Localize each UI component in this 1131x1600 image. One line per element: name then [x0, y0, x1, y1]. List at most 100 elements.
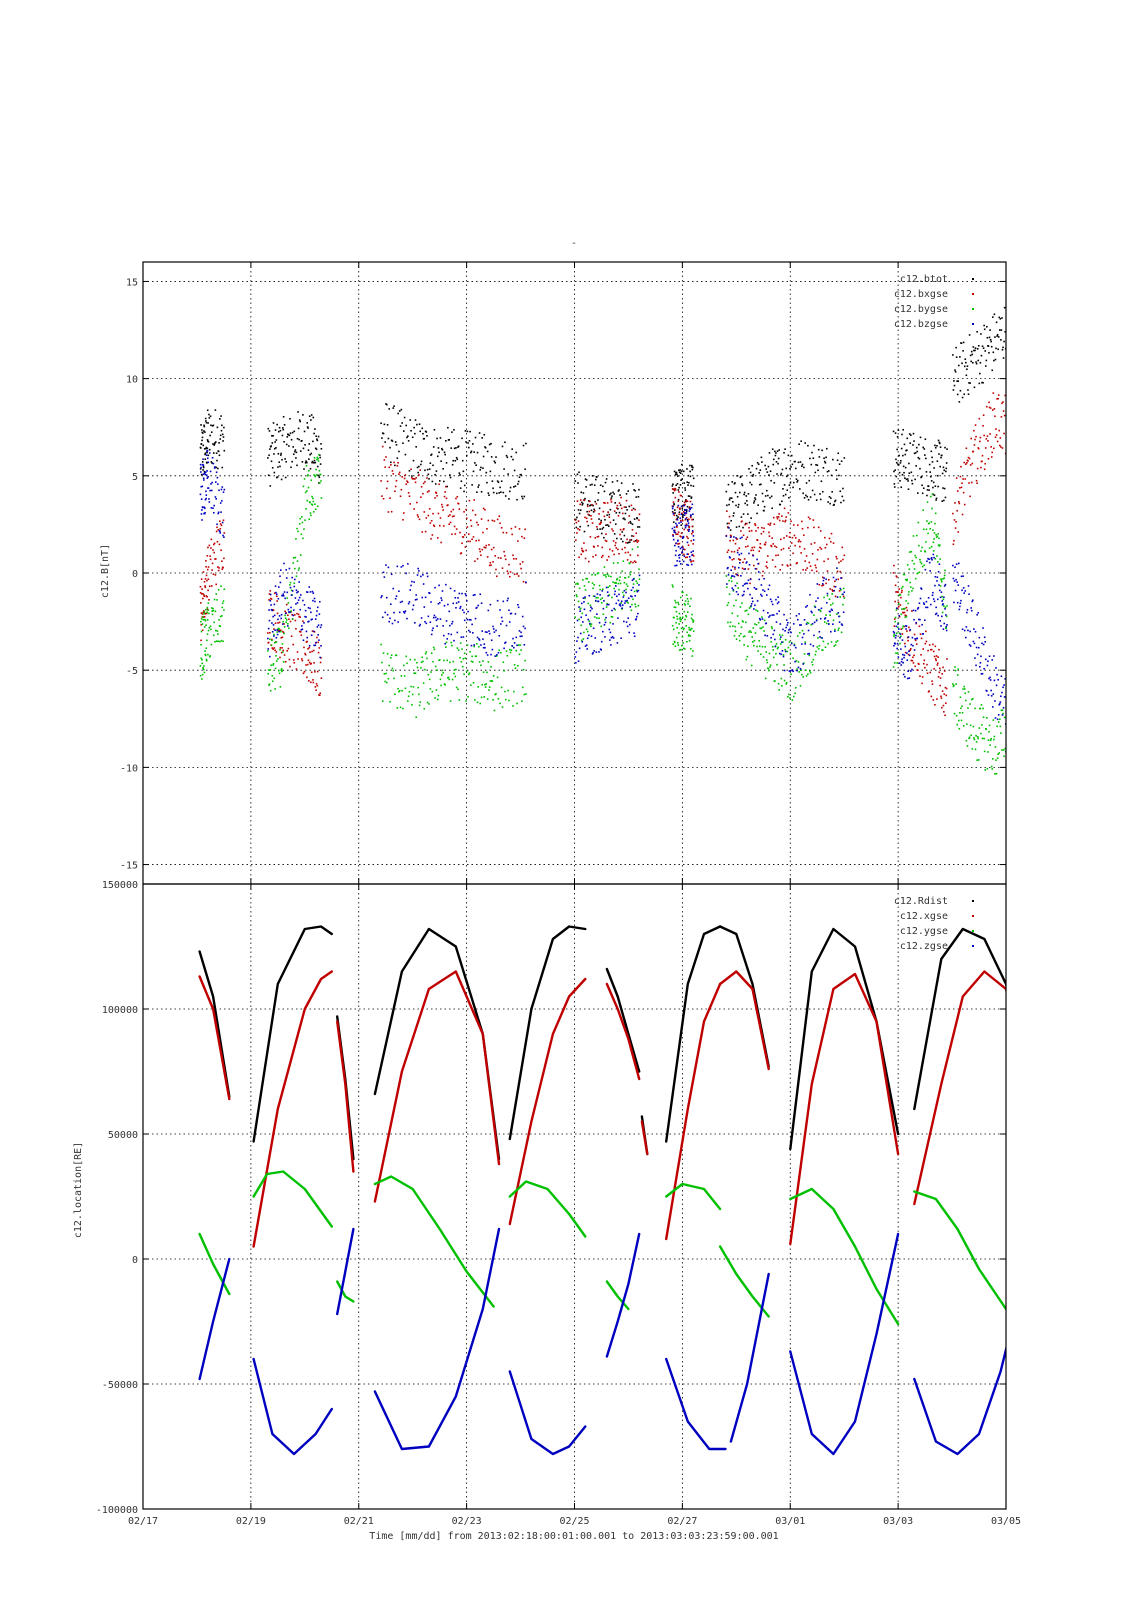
data-point	[584, 557, 587, 560]
data-point	[406, 480, 408, 482]
data-point	[438, 659, 441, 661]
data-point	[685, 499, 687, 502]
data-point	[422, 660, 424, 663]
data-point	[404, 453, 407, 456]
data-point	[675, 471, 678, 474]
data-point	[462, 657, 465, 660]
data-point	[209, 555, 211, 557]
data-point	[575, 594, 578, 596]
data-point	[587, 500, 590, 502]
data-point	[1109, 639, 1111, 641]
data-point	[384, 680, 386, 683]
data-point	[220, 488, 223, 491]
data-point	[411, 477, 414, 480]
data-point	[574, 656, 577, 658]
data-point	[204, 578, 207, 580]
data-point	[288, 567, 291, 570]
data-point	[1100, 453, 1102, 455]
data-point	[759, 627, 762, 630]
data-point	[764, 541, 767, 544]
data-point	[411, 703, 413, 706]
data-point	[1106, 479, 1108, 481]
data-point	[994, 700, 996, 702]
data-point	[631, 509, 633, 511]
series-line	[198, 1257, 231, 1381]
data-point	[1121, 533, 1123, 535]
data-point	[267, 673, 270, 675]
data-point	[897, 463, 900, 466]
data-point	[590, 518, 593, 520]
data-point	[984, 658, 987, 661]
data-point	[1112, 480, 1114, 482]
data-point	[1014, 343, 1016, 345]
data-point	[977, 447, 980, 450]
data-point	[448, 523, 451, 526]
data-point	[267, 632, 269, 634]
data-point	[1097, 498, 1099, 500]
data-point	[440, 684, 442, 687]
data-point	[689, 464, 691, 467]
data-point	[813, 634, 815, 637]
data-point	[765, 622, 768, 625]
data-point	[692, 513, 694, 515]
data-point	[206, 462, 208, 464]
data-point	[1125, 449, 1127, 451]
data-point	[455, 606, 457, 609]
data-point	[1015, 314, 1017, 316]
data-point	[784, 520, 786, 523]
data-point	[310, 662, 313, 665]
data-point	[607, 575, 610, 577]
data-point	[798, 443, 800, 445]
data-point	[602, 630, 604, 633]
data-point	[1121, 556, 1123, 558]
data-point	[925, 606, 927, 609]
data-point	[769, 666, 771, 668]
data-point	[463, 534, 466, 536]
data-point	[1082, 615, 1084, 617]
data-point	[607, 511, 610, 514]
data-point	[593, 650, 595, 652]
data-point	[941, 690, 944, 692]
data-point	[271, 674, 274, 677]
data-point	[1119, 672, 1121, 674]
data-point	[1097, 621, 1099, 623]
data-point	[931, 558, 933, 561]
data-point	[908, 677, 911, 679]
data-point	[201, 623, 204, 625]
data-point	[620, 482, 623, 484]
data-point	[967, 460, 969, 462]
data-point	[605, 540, 608, 543]
data-point	[810, 610, 813, 613]
data-point	[623, 506, 626, 508]
data-point	[766, 567, 769, 569]
data-point	[488, 630, 490, 632]
data-point	[294, 567, 296, 570]
data-point	[206, 439, 209, 441]
data-point	[833, 585, 835, 588]
data-point	[679, 469, 682, 471]
data-point	[900, 613, 903, 616]
data-point	[838, 621, 841, 623]
data-point	[580, 553, 583, 556]
data-point	[471, 623, 473, 626]
data-point	[203, 611, 206, 613]
data-point	[675, 636, 678, 639]
data-point	[894, 600, 896, 603]
data-point	[784, 650, 787, 653]
data-point	[1119, 548, 1121, 550]
data-point	[282, 630, 284, 633]
data-point	[503, 550, 505, 553]
data-point	[268, 599, 270, 601]
data-point	[619, 504, 622, 507]
data-point	[772, 516, 775, 519]
data-point	[758, 617, 761, 620]
data-point	[929, 495, 932, 498]
data-point	[478, 645, 480, 648]
data-point	[213, 551, 215, 554]
data-point	[581, 504, 584, 506]
data-point	[680, 505, 683, 508]
data-point	[961, 589, 963, 592]
data-point	[686, 631, 689, 634]
data-point	[688, 626, 690, 629]
data-point	[477, 604, 480, 607]
